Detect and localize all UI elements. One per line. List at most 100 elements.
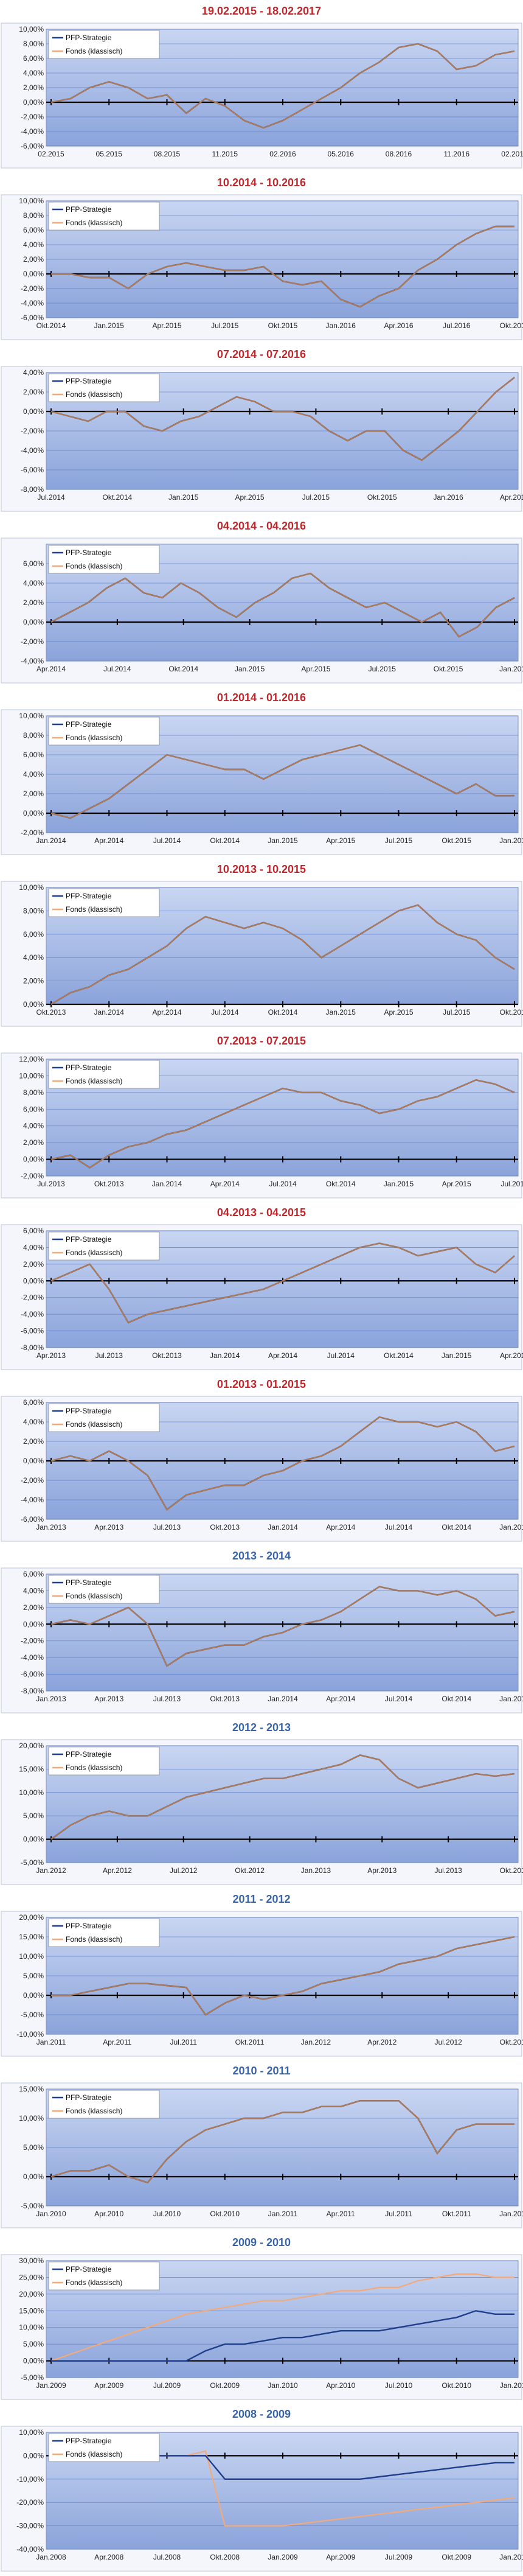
legend-label-fund: Fonds (klassisch) [66, 1248, 122, 1257]
chart-15: 2008 - 2009 10,00% 0,00% -10,00% -20,00% -30,… [0, 2403, 523, 2575]
series-line-fund [50, 1586, 515, 1667]
legend-label-fund: Fonds (klassisch) [66, 562, 122, 570]
legend-label-fund: Fonds (klassisch) [66, 219, 122, 227]
x-tick-label: Okt.2013 [152, 1351, 182, 1360]
chart-title: 04.2013 - 04.2015 [217, 1206, 306, 1219]
y-tick-label: 6,00% [23, 559, 44, 568]
x-tick-label: Apr.2014 [326, 1523, 355, 1531]
legend: PFP-Strategie Fonds (klassisch) [48, 2261, 160, 2291]
y-tick-label: -2,00% [21, 828, 44, 837]
x-tick-label: Okt.2016 [500, 321, 523, 330]
legend-label-strategy: PFP-Strategie [66, 1750, 112, 1759]
y-tick-label: 10,00% [19, 1788, 44, 1797]
x-tick-label: Jul.2008 [153, 2553, 181, 2561]
y-tick-label: -4,00% [21, 127, 44, 136]
y-tick-label: 6,00% [23, 1105, 44, 1113]
x-tick-label: Jul.2013 [153, 1523, 181, 1531]
series-line-fund [50, 1416, 515, 1511]
x-tick-label: Apr.2014 [268, 1351, 297, 1360]
chart-svg: 01.2013 - 01.2015 6,00% 4,00% 2,00% 0,00% -2,… [1, 1378, 523, 1542]
chart-title: 01.2013 - 01.2015 [217, 1378, 306, 1390]
x-tick-label: Okt.2010 [442, 2381, 471, 2390]
x-tick-label: Okt.2014 [326, 1180, 356, 1188]
chart-11: 2012 - 2013 20,00% 15,00% 10,00% 5,00% 0,00% -… [0, 1717, 523, 1888]
legend-box [48, 1060, 160, 1089]
y-tick-label: 15,00% [19, 1765, 44, 1773]
series-line-fund [50, 1242, 515, 1324]
y-tick-label: 4,00% [23, 579, 44, 587]
y-tick-label: 10,00% [19, 2114, 44, 2123]
x-tick-label: Jan.2016 [433, 493, 463, 502]
y-tick-label: 0,00% [23, 1991, 44, 2000]
x-tick-label: 11.2015 [212, 150, 238, 158]
y-tick-label: 2,00% [23, 1260, 44, 1269]
x-tick-label: Jul.2015 [369, 665, 397, 673]
y-tick-label: 2,00% [23, 1603, 44, 1612]
x-tick-label: Jan.2016 [326, 321, 356, 330]
legend-box [48, 373, 160, 402]
x-tick-label: Jul.2013 [153, 1695, 181, 1703]
legend: PFP-Strategie Fonds (klassisch) [48, 716, 160, 746]
y-tick-label: 0,00% [23, 1457, 44, 1465]
x-tick-label: Jul.2010 [385, 2381, 413, 2390]
x-tick-label: Jul.2016 [443, 321, 471, 330]
legend-label-fund: Fonds (klassisch) [66, 2450, 122, 2459]
x-tick-label: 08.2015 [154, 150, 181, 158]
x-tick-label: Jan.2012 [36, 1866, 66, 1875]
chart-svg: 2010 - 201115,00%10,00%5,00%0,00%-5,00%J… [1, 2065, 523, 2228]
x-tick-label: Okt.2009 [442, 2553, 471, 2561]
x-tick-label: Jan.2011 [500, 2381, 523, 2390]
x-tick-label: Apr.2012 [367, 2038, 397, 2046]
x-tick-label: Okt.2012 [235, 1866, 265, 1875]
chart-title: 10.2013 - 10.2015 [217, 863, 306, 875]
legend-box [48, 2261, 160, 2291]
legend: PFP-Strategie Fonds (klassisch) [48, 1746, 160, 1776]
legend-label-strategy: PFP-Strategie [66, 205, 112, 214]
legend-box [48, 201, 160, 231]
x-tick-label: Apr.2015 [235, 493, 265, 502]
x-tick-label: Jan.2015 [235, 665, 265, 673]
x-tick-label: Jul.2014 [385, 1523, 413, 1531]
y-tick-label: 20,00% [19, 1913, 44, 1922]
x-tick-label: 08.2016 [386, 150, 412, 158]
x-tick-label: Jul.2015 [443, 1008, 471, 1017]
chart-svg: 2009 - 2010 30,00% 25,00% 20,00% 15,00% 10,00… [1, 2236, 523, 2400]
x-tick-label: Apr.2009 [326, 2553, 355, 2561]
legend: PFP-Strategie Fonds (klassisch) [48, 30, 160, 59]
x-tick-label: Apr.2014 [94, 836, 123, 845]
x-tick-label: Jul.2014 [37, 493, 65, 502]
legend: PFP-Strategie Fonds (klassisch) [48, 1403, 160, 1432]
x-tick-label: Okt.2013 [36, 1008, 66, 1017]
y-tick-label: -4,00% [21, 1310, 44, 1318]
x-tick-label: Jan.2014 [152, 1180, 182, 1188]
y-tick-label: 10,00% [19, 1071, 44, 1080]
x-tick-label: Jul.2015 [500, 1180, 523, 1188]
y-tick-label: -8,00% [21, 1343, 44, 1352]
legend-label-strategy: PFP-Strategie [66, 548, 112, 557]
x-tick-label: Jul.2014 [211, 1008, 239, 1017]
y-tick-label: 0,00% [23, 809, 44, 817]
y-tick-label: 0,00% [23, 2172, 44, 2181]
y-tick-label: -6,00% [21, 313, 44, 322]
chart-3: 07.2014 - 07.2016 4,00% 2,00% 0,00% -2,00% -4… [0, 343, 523, 515]
x-tick-label: Okt.2014 [36, 321, 66, 330]
x-tick-label: Jan.2014 [268, 1523, 298, 1531]
y-tick-label: 10,00% [19, 25, 44, 33]
legend-label-strategy: PFP-Strategie [66, 1578, 112, 1587]
y-tick-label: 6,00% [23, 226, 44, 234]
x-tick-label: Jan.2010 [36, 2210, 66, 2218]
y-tick-label: 8,00% [23, 1088, 44, 1097]
y-tick-label: -6,00% [21, 1670, 44, 1679]
legend-label-fund: Fonds (klassisch) [66, 390, 122, 399]
y-tick-label: 2,00% [23, 789, 44, 798]
chart-title: 2009 - 2010 [232, 2236, 291, 2249]
x-tick-label: Okt.2008 [210, 2553, 240, 2561]
y-tick-label: 10,00% [19, 197, 44, 205]
legend-label-strategy: PFP-Strategie [66, 1235, 112, 1244]
y-tick-label: 8,00% [23, 906, 44, 915]
x-tick-label: Okt.2014 [384, 1351, 414, 1360]
chart-14: 2009 - 2010 30,00% 25,00% 20,00% 15,00% 10,00… [0, 2231, 523, 2403]
x-tick-label: 02.2015 [38, 150, 64, 158]
y-tick-label: 12,00% [19, 1055, 44, 1063]
